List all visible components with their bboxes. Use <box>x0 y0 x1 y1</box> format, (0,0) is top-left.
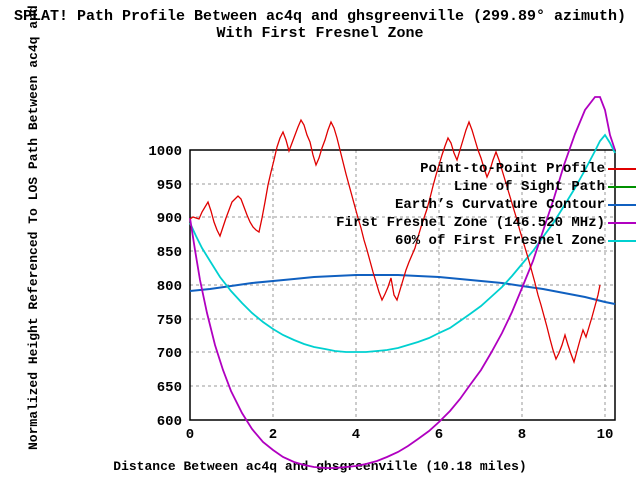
x-tick-0: 0 <box>186 427 194 443</box>
legend-earth: Earth’s Curvature Contour <box>395 197 605 213</box>
y-tick-600: 600 <box>157 414 182 430</box>
y-tick-650: 650 <box>157 380 182 396</box>
plot-svg: 1000 950 900 850 800 750 700 650 600 0 2… <box>0 0 640 480</box>
y-tick-1000: 1000 <box>148 144 182 160</box>
y-tick-700: 700 <box>157 346 182 362</box>
legend-block: Point-to-Point Profile Line of Sight Pat… <box>336 161 636 249</box>
x-tick-2: 2 <box>269 427 277 443</box>
x-tick-4: 4 <box>352 427 360 443</box>
y-tick-850: 850 <box>157 245 182 261</box>
legend-fresnel60: 60% of First Fresnel Zone <box>395 233 605 249</box>
chart-container: SPLAT! Path Profile Between ac4q and ghs… <box>0 0 640 480</box>
earth-curvature-line <box>190 275 615 304</box>
legend-fresnel: First Fresnel Zone (146.520 MHz) <box>336 215 605 231</box>
y-tick-950: 950 <box>157 178 182 194</box>
y-tick-900: 900 <box>157 211 182 227</box>
y-tick-800: 800 <box>157 279 182 295</box>
x-tick-10: 10 <box>597 427 614 443</box>
x-tick-6: 6 <box>435 427 443 443</box>
legend-profile: Point-to-Point Profile <box>420 161 605 177</box>
x-axis-ticks: 0 2 4 6 8 10 <box>186 427 614 443</box>
y-axis-ticks: 1000 950 900 850 800 750 700 650 600 <box>148 144 182 430</box>
x-tick-8: 8 <box>518 427 526 443</box>
legend-los: Line of Sight Path <box>454 179 605 195</box>
y-tick-750: 750 <box>157 313 182 329</box>
